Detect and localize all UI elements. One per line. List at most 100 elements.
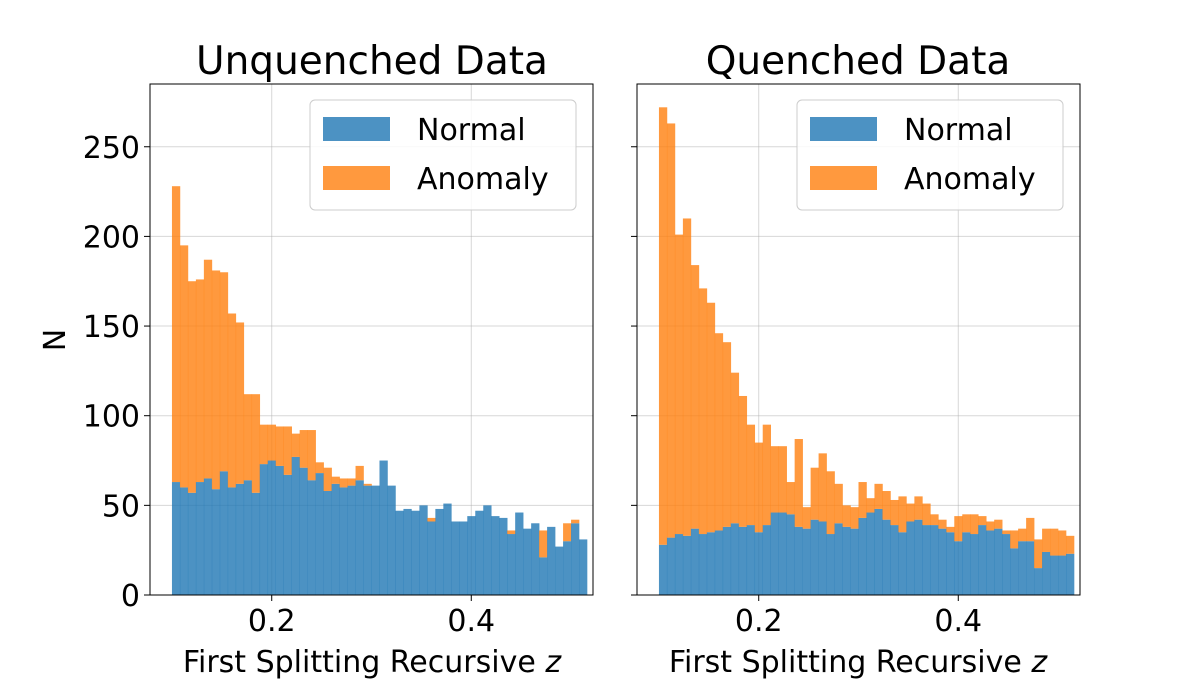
- axes-frame: [149, 83, 594, 596]
- bar-normal: [898, 532, 907, 595]
- x-tick-label: 0.4: [447, 604, 495, 639]
- bar-anomaly: [235, 322, 245, 484]
- bar-normal: [1042, 551, 1051, 595]
- legend-label-anomaly: Anomaly: [904, 162, 1036, 197]
- bar-anomaly: [842, 505, 851, 527]
- bar-normal: [770, 512, 779, 595]
- bar-anomaly: [187, 281, 197, 493]
- bar-anomaly: [930, 514, 939, 526]
- bar-normal: [427, 521, 436, 595]
- bar-normal: [1002, 534, 1011, 595]
- bar-normal: [674, 534, 684, 595]
- bar-anomaly: [1010, 530, 1019, 549]
- bar-anomaly: [211, 270, 221, 490]
- bar-normal: [762, 525, 771, 595]
- bar-normal: [994, 528, 1003, 595]
- bar-normal: [850, 528, 859, 595]
- legend-label-anomaly: Anomaly: [417, 162, 549, 197]
- bar-normal: [267, 460, 277, 595]
- bar-normal: [387, 485, 396, 595]
- bar-normal: [738, 526, 748, 595]
- bar-normal: [1034, 568, 1043, 595]
- bar-anomaly: [714, 333, 724, 531]
- bar-normal: [459, 521, 468, 595]
- bar-normal: [922, 525, 931, 595]
- bar-normal: [475, 510, 484, 595]
- bar-normal: [954, 541, 963, 595]
- bar-anomaly: [299, 430, 308, 468]
- bar-normal: [499, 517, 508, 595]
- chart-title: Unquenched Data: [196, 39, 548, 84]
- bar-anomaly: [730, 372, 740, 524]
- legend-swatch-normal: [323, 117, 390, 141]
- bar-normal: [275, 465, 284, 595]
- bar-normal: [666, 537, 676, 595]
- bar-normal: [435, 508, 444, 595]
- y-tick-label: 250: [83, 131, 140, 166]
- bar-normal: [195, 482, 205, 595]
- bar-anomaly: [986, 521, 995, 531]
- bar-anomaly: [339, 478, 348, 488]
- panel-quenched: Quenched Data 0.2 0.4 First Splitting Rec…: [631, 39, 1081, 680]
- bar-anomaly: [762, 424, 771, 526]
- bar-normal: [882, 519, 891, 595]
- bar-anomaly: [994, 519, 1003, 529]
- bar-anomaly: [850, 507, 859, 529]
- bar-normal: [1066, 553, 1075, 595]
- bar-normal: [235, 483, 245, 595]
- bar-normal: [307, 480, 316, 595]
- bar-normal: [315, 473, 324, 595]
- bar-normal: [563, 541, 572, 595]
- bar-normal: [571, 523, 580, 595]
- bar-anomaly: [722, 342, 732, 527]
- y-tick-label: 200: [83, 220, 140, 255]
- bar-normal: [379, 460, 388, 595]
- bar-anomaly: [834, 483, 843, 524]
- bar-anomaly: [1050, 528, 1059, 556]
- bar-anomaly: [882, 491, 891, 520]
- bar-normal: [539, 557, 548, 595]
- bar-normal: [826, 534, 835, 595]
- bar-normal: [259, 464, 269, 595]
- bar-anomaly: [251, 394, 261, 493]
- bar-anomaly: [539, 530, 548, 558]
- bar-anomaly: [171, 186, 181, 483]
- x-tick-label: 0.2: [248, 604, 296, 639]
- bar-normal: [842, 526, 851, 595]
- bar-anomaly: [1018, 528, 1027, 542]
- bar-anomaly: [746, 424, 756, 526]
- bar-anomaly: [818, 453, 827, 522]
- bar-normal: [802, 528, 811, 595]
- x-axis-label: First Splitting Recursive z: [669, 645, 1048, 680]
- bar-normal: [219, 471, 229, 595]
- bar-anomaly: [786, 482, 795, 515]
- bar-anomaly: [507, 530, 516, 535]
- bar-anomaly: [682, 218, 692, 536]
- bar-anomaly: [563, 523, 572, 542]
- bar-anomaly: [347, 478, 356, 486]
- bar-normal: [347, 485, 356, 595]
- legend-swatch-anomaly: [810, 166, 877, 190]
- panel-unquenched: Unquenched Data 0.2 0.4 0 50 100 150 200 250 N…: [38, 39, 594, 680]
- bar-normal: [443, 503, 452, 595]
- bar-anomaly: [914, 496, 923, 520]
- bar-anomaly: [898, 496, 907, 533]
- y-ticks: 0 50 100 150 200 250: [83, 131, 150, 614]
- bar-anomaly: [794, 439, 803, 527]
- bar-anomaly: [754, 442, 764, 533]
- x-ticks: 0.2 0.4: [735, 595, 982, 639]
- bar-normal: [283, 474, 292, 595]
- chart-title: Quenched Data: [706, 39, 1011, 84]
- bar-normal: [938, 528, 947, 595]
- bar-normal: [491, 516, 500, 595]
- bar-normal: [962, 532, 971, 595]
- legend-swatch-anomaly: [323, 166, 390, 190]
- y-ticks: [631, 146, 637, 596]
- y-tick-label: 0: [121, 579, 140, 614]
- bar-normal: [395, 510, 404, 595]
- bar-normal: [323, 491, 332, 595]
- bar-normal: [874, 508, 883, 595]
- x-tick-label: 0.4: [934, 604, 982, 639]
- bar-normal: [411, 510, 420, 595]
- bar-anomaly: [858, 482, 867, 518]
